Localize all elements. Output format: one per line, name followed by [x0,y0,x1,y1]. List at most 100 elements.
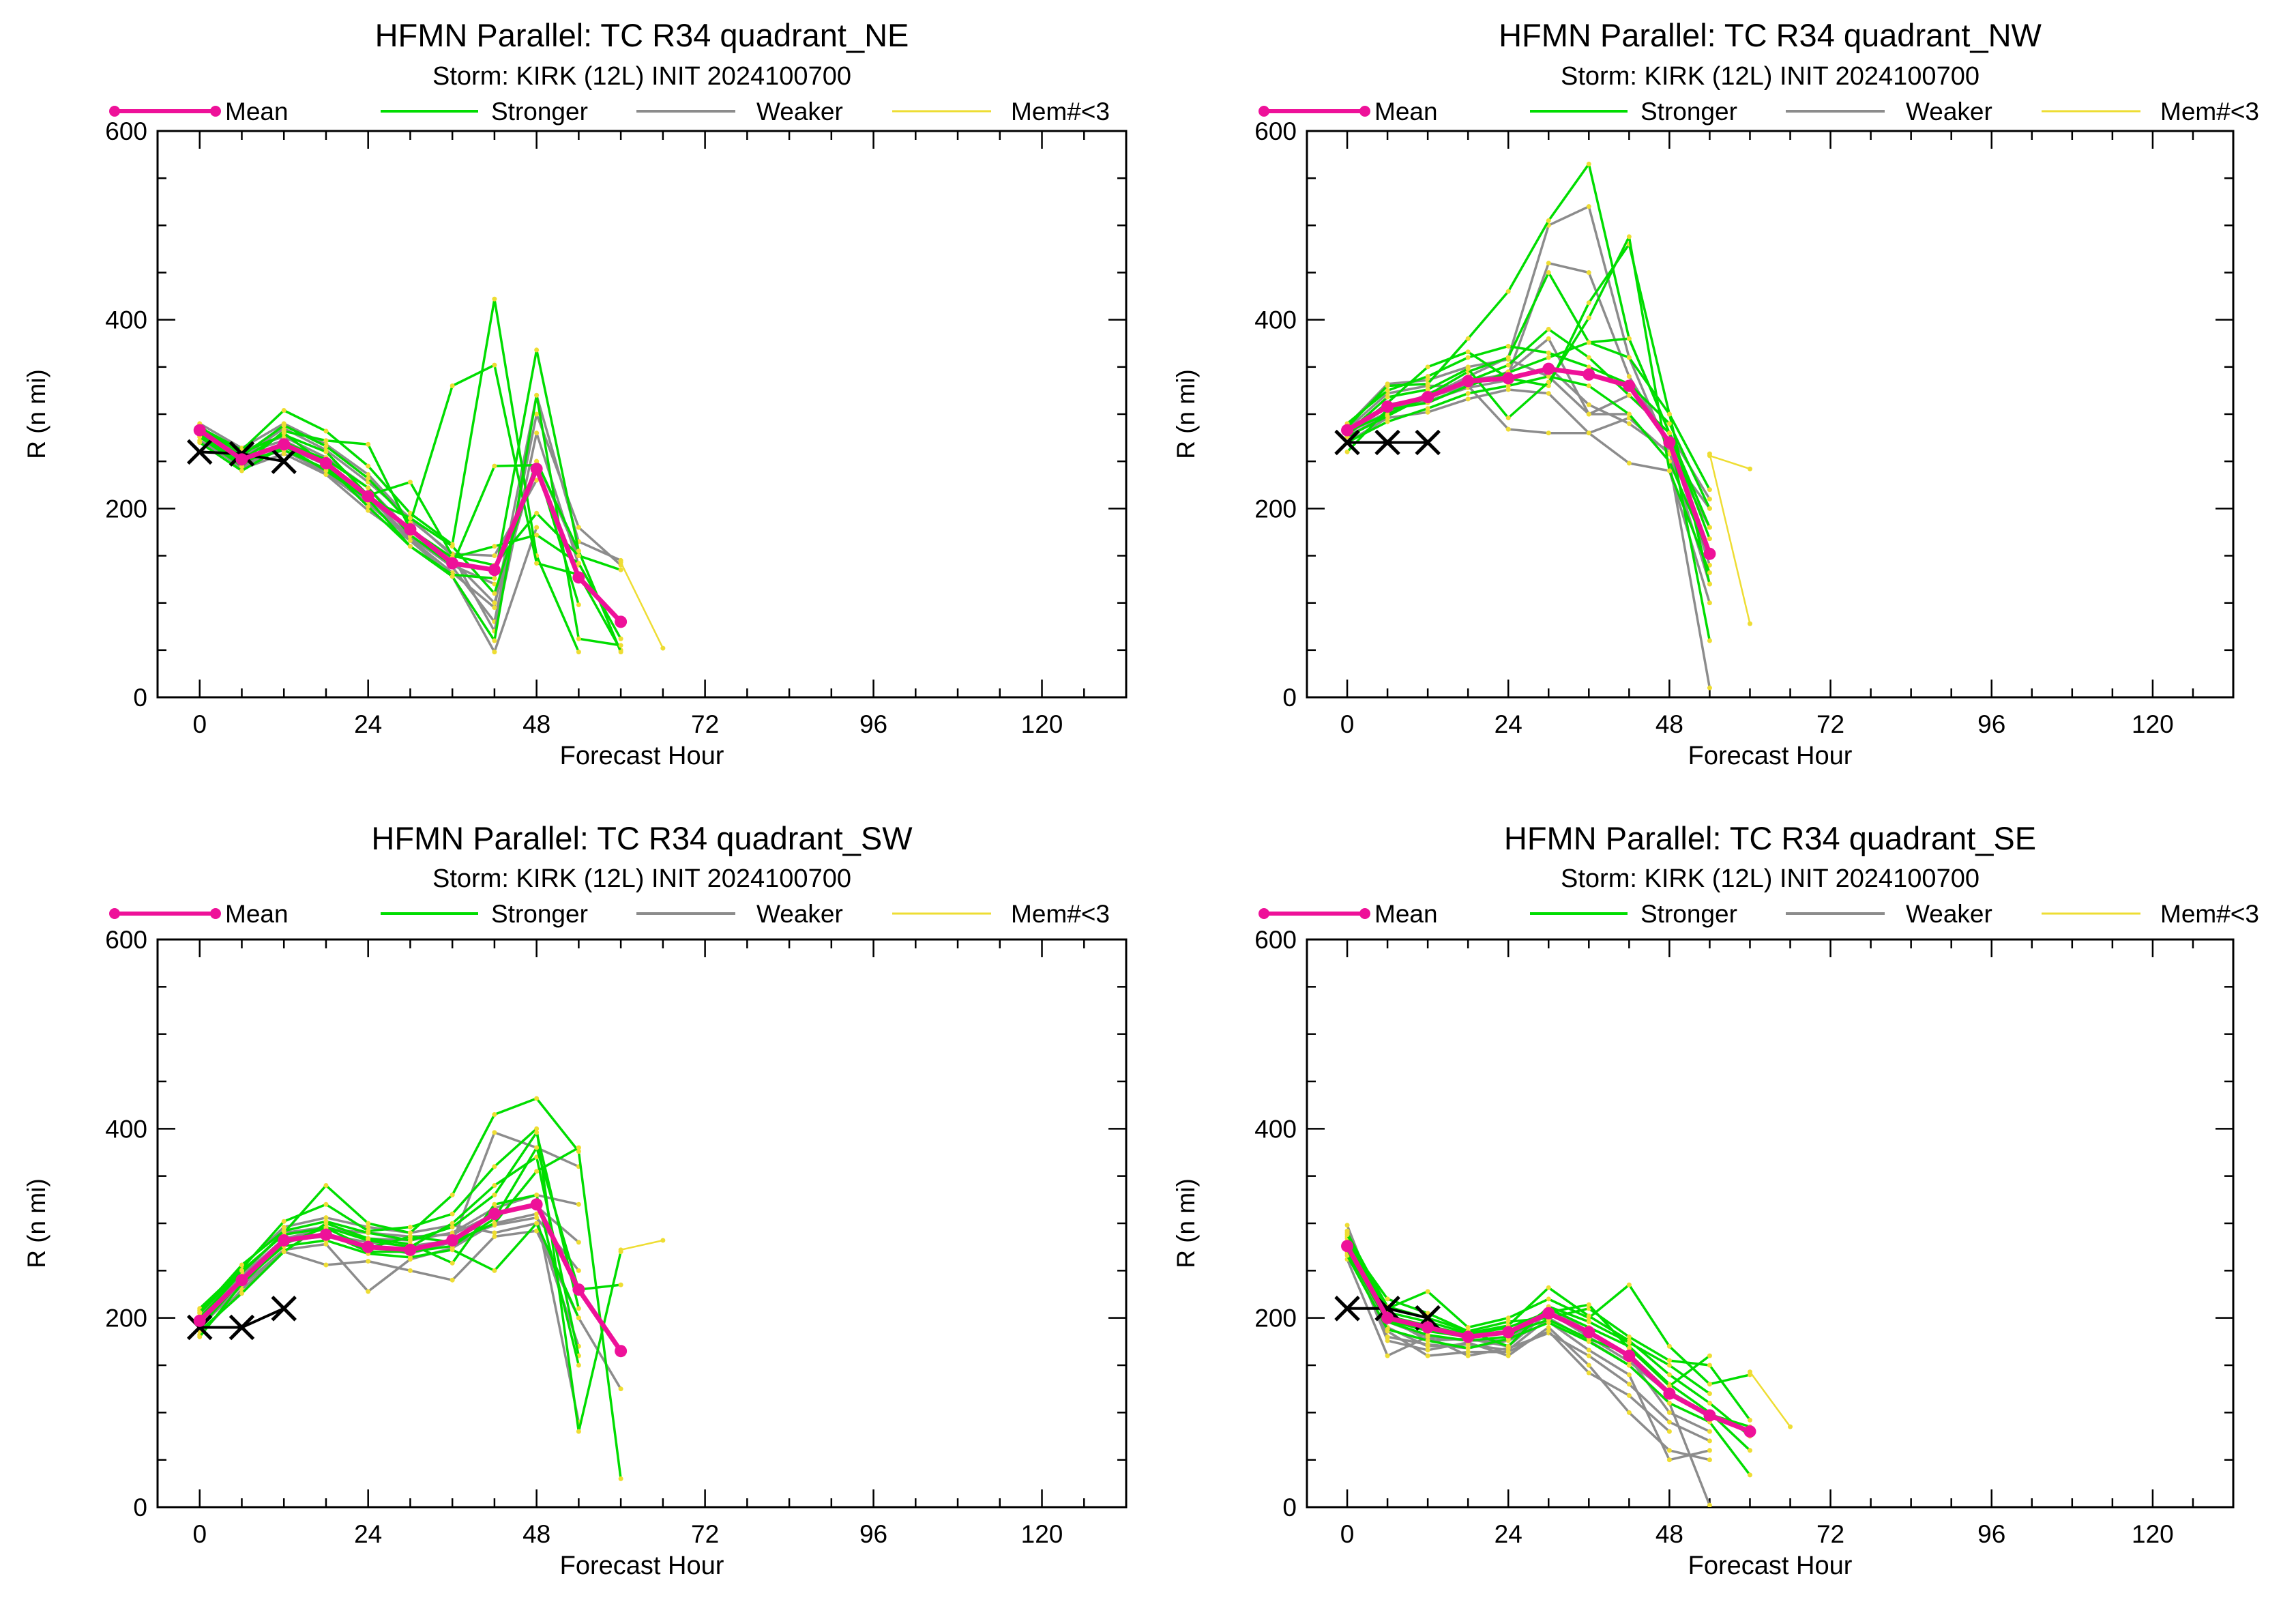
stronger-member-line-point [366,1230,371,1236]
stronger-member-line-point [534,458,540,464]
x-tick-label: 0 [192,1520,207,1548]
y-tick-label: 200 [105,495,147,523]
stronger-member-line-point [1707,1391,1712,1397]
stronger-member-line-point [450,1211,455,1217]
stronger-member-line-point [618,636,623,641]
stronger-member-line-point [1546,270,1551,275]
x-tick-label: 120 [2132,1520,2174,1548]
mean-point [319,1228,332,1241]
legend-swatch-dot [1359,106,1370,117]
stronger-member-line-point [1505,416,1511,421]
mean-point [1743,1425,1756,1438]
legend-swatch-dot [1259,908,1269,919]
x-tick-label: 24 [354,1520,382,1548]
stronger-member-line-point [492,544,497,549]
mean-point [446,1234,459,1247]
weaker-member-line-point [1626,374,1632,379]
stronger-member-line-point [1465,1325,1471,1330]
weaker-member-line-point [534,1211,540,1217]
memlt3-line [620,1239,664,1251]
stronger-member-line-point [534,392,540,398]
y-axis-label: R (n mi) [23,369,50,459]
obs-marker [271,1296,297,1322]
stronger-member-line-point [407,1238,413,1243]
stronger-member-line-point [618,643,623,648]
weaker-member-line-point [323,472,329,478]
stronger-member-line-point [1707,1363,1712,1368]
memlt3-line [619,562,664,649]
legend-label-3: Mem#<3 [1011,98,1110,126]
weaker-member-line-point [1546,431,1551,436]
weaker-member-line-point [323,1262,329,1268]
mean-point [1422,391,1434,404]
weaker-member-line-point [576,1240,581,1245]
stronger-member-line-point [1546,350,1551,355]
x-tick-label: 72 [691,1520,719,1548]
x-tick-label: 96 [1977,1520,2005,1548]
obs-marker [186,1314,213,1341]
weaker-member-line-point [534,478,540,483]
stronger-member-line-point [450,1260,455,1266]
stronger-member-line-point [450,383,455,388]
weaker-member-line-point [323,1215,329,1221]
weaker-member-line-point [1344,1223,1350,1228]
mean-point [1542,362,1555,375]
stronger-member-line-point [323,1202,329,1207]
memlt3-line [1709,453,1751,624]
weaker-member-line-point [1666,1429,1672,1434]
memlt3-line-point [1707,451,1712,456]
mean-point [1341,1240,1354,1253]
stronger-member-line-point [1344,1232,1350,1238]
weaker-member-line-point [1626,1410,1632,1415]
mean-point [1542,1307,1555,1320]
weaker-member-line-point [492,1230,497,1236]
stronger-member-line-point [1465,336,1471,341]
stronger-member-line-point [366,463,371,469]
weaker-member-line-point [576,1202,581,1207]
y-tick-label: 600 [105,926,147,954]
stronger-member-line-point [1626,1345,1632,1351]
y-tick-label: 200 [1254,495,1297,523]
stronger-member-line-point [618,650,623,655]
stronger-member-line-point [197,1334,203,1339]
stronger-member-line-point [1465,366,1471,372]
obs-marker [1334,1296,1360,1322]
stronger-member-line-point [1747,1448,1752,1453]
stronger-member-line-point [1425,1289,1430,1294]
mean-point [488,564,501,577]
weaker-member-line-point [1586,1363,1591,1368]
chart-title: HFMN Parallel: TC R34 quadrant_SE [1504,820,2036,856]
plot-area [186,296,666,655]
y-tick-label: 0 [133,684,147,712]
stronger-member-line-point [576,1306,581,1311]
y-tick-label: 400 [105,306,147,334]
weaker-member-line-point [1707,1457,1712,1463]
stronger-member-line-point [1385,1326,1390,1332]
x-tick-label: 96 [859,1520,887,1548]
stronger-member-line-point [1385,388,1390,393]
stronger-member-line-point [1707,525,1712,530]
weaker-member-line-point [1465,1353,1471,1358]
stronger-member-line [1346,337,1711,540]
mean-point [319,456,332,469]
stronger-member-line-point [323,1183,329,1189]
stronger-member-line-point [576,1315,581,1321]
stronger-member-line-point [1385,394,1390,400]
stronger-member-line-point [1465,349,1471,355]
weaker-member-line-point [576,1268,581,1273]
stronger-member-line-point [366,441,371,447]
stronger-member-line-point [1586,1319,1591,1324]
weaker-member-line-point [366,1258,371,1264]
stronger-member-line-point [281,407,286,413]
stronger-member-line-point [492,1221,497,1226]
stronger-member-line-point [1465,391,1471,396]
weaker-member-line-point [492,605,497,611]
stronger-member-line-point [281,1249,286,1255]
x-tick-label: 120 [1021,710,1063,738]
stronger-member-line-point [407,1225,413,1230]
stronger-member-line-point [1626,355,1632,360]
stronger-member-line-point [1385,413,1390,419]
weaker-member-line [198,1212,580,1423]
